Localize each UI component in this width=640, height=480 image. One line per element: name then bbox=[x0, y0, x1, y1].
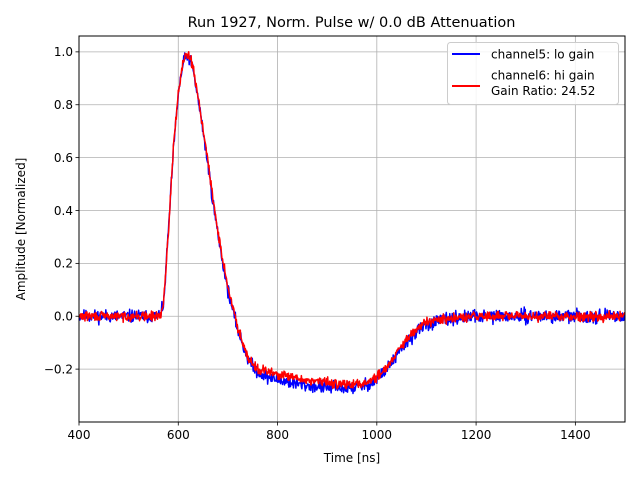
x-tick-label: 1200 bbox=[461, 428, 492, 442]
y-tick-label: 0.0 bbox=[54, 310, 73, 324]
axes-frame bbox=[78, 35, 626, 423]
x-tick-label: 1400 bbox=[560, 428, 591, 442]
series-line-2 bbox=[79, 51, 625, 390]
y-axis-label: Amplitude [Normalized] bbox=[14, 158, 28, 301]
ticks: 400 600 800 1000 1200 1400 −0.2 0.0 0.2 0.4 0.6 0.8… bbox=[44, 45, 591, 442]
x-tick-label: 400 bbox=[68, 428, 91, 442]
series-layer bbox=[79, 51, 625, 395]
x-tick-label: 1000 bbox=[362, 428, 393, 442]
legend-label-1: channel5: lo gain bbox=[491, 48, 594, 62]
legend-label-2: channel6: hi gain bbox=[491, 69, 595, 83]
plot-area bbox=[79, 51, 625, 395]
chart-title: Run 1927, Norm. Pulse w/ 0.0 dB Attenuat… bbox=[188, 15, 516, 31]
y-tick-label: 0.8 bbox=[54, 98, 73, 112]
legend-box bbox=[447, 42, 619, 105]
x-tick-label: 600 bbox=[167, 428, 190, 442]
grid bbox=[78, 36, 625, 422]
x-tick-label: 800 bbox=[266, 428, 289, 442]
legend-label-2-line2: Gain Ratio: 24.52 bbox=[491, 84, 595, 98]
y-tick-label: 0.6 bbox=[54, 151, 73, 165]
x-axis-label: Time [ns] bbox=[323, 451, 380, 465]
y-tick-label: −0.2 bbox=[44, 362, 73, 376]
y-tick-label: 1.0 bbox=[54, 45, 73, 59]
y-tick-label: 0.2 bbox=[54, 257, 73, 271]
y-tick-label: 0.4 bbox=[54, 204, 73, 218]
